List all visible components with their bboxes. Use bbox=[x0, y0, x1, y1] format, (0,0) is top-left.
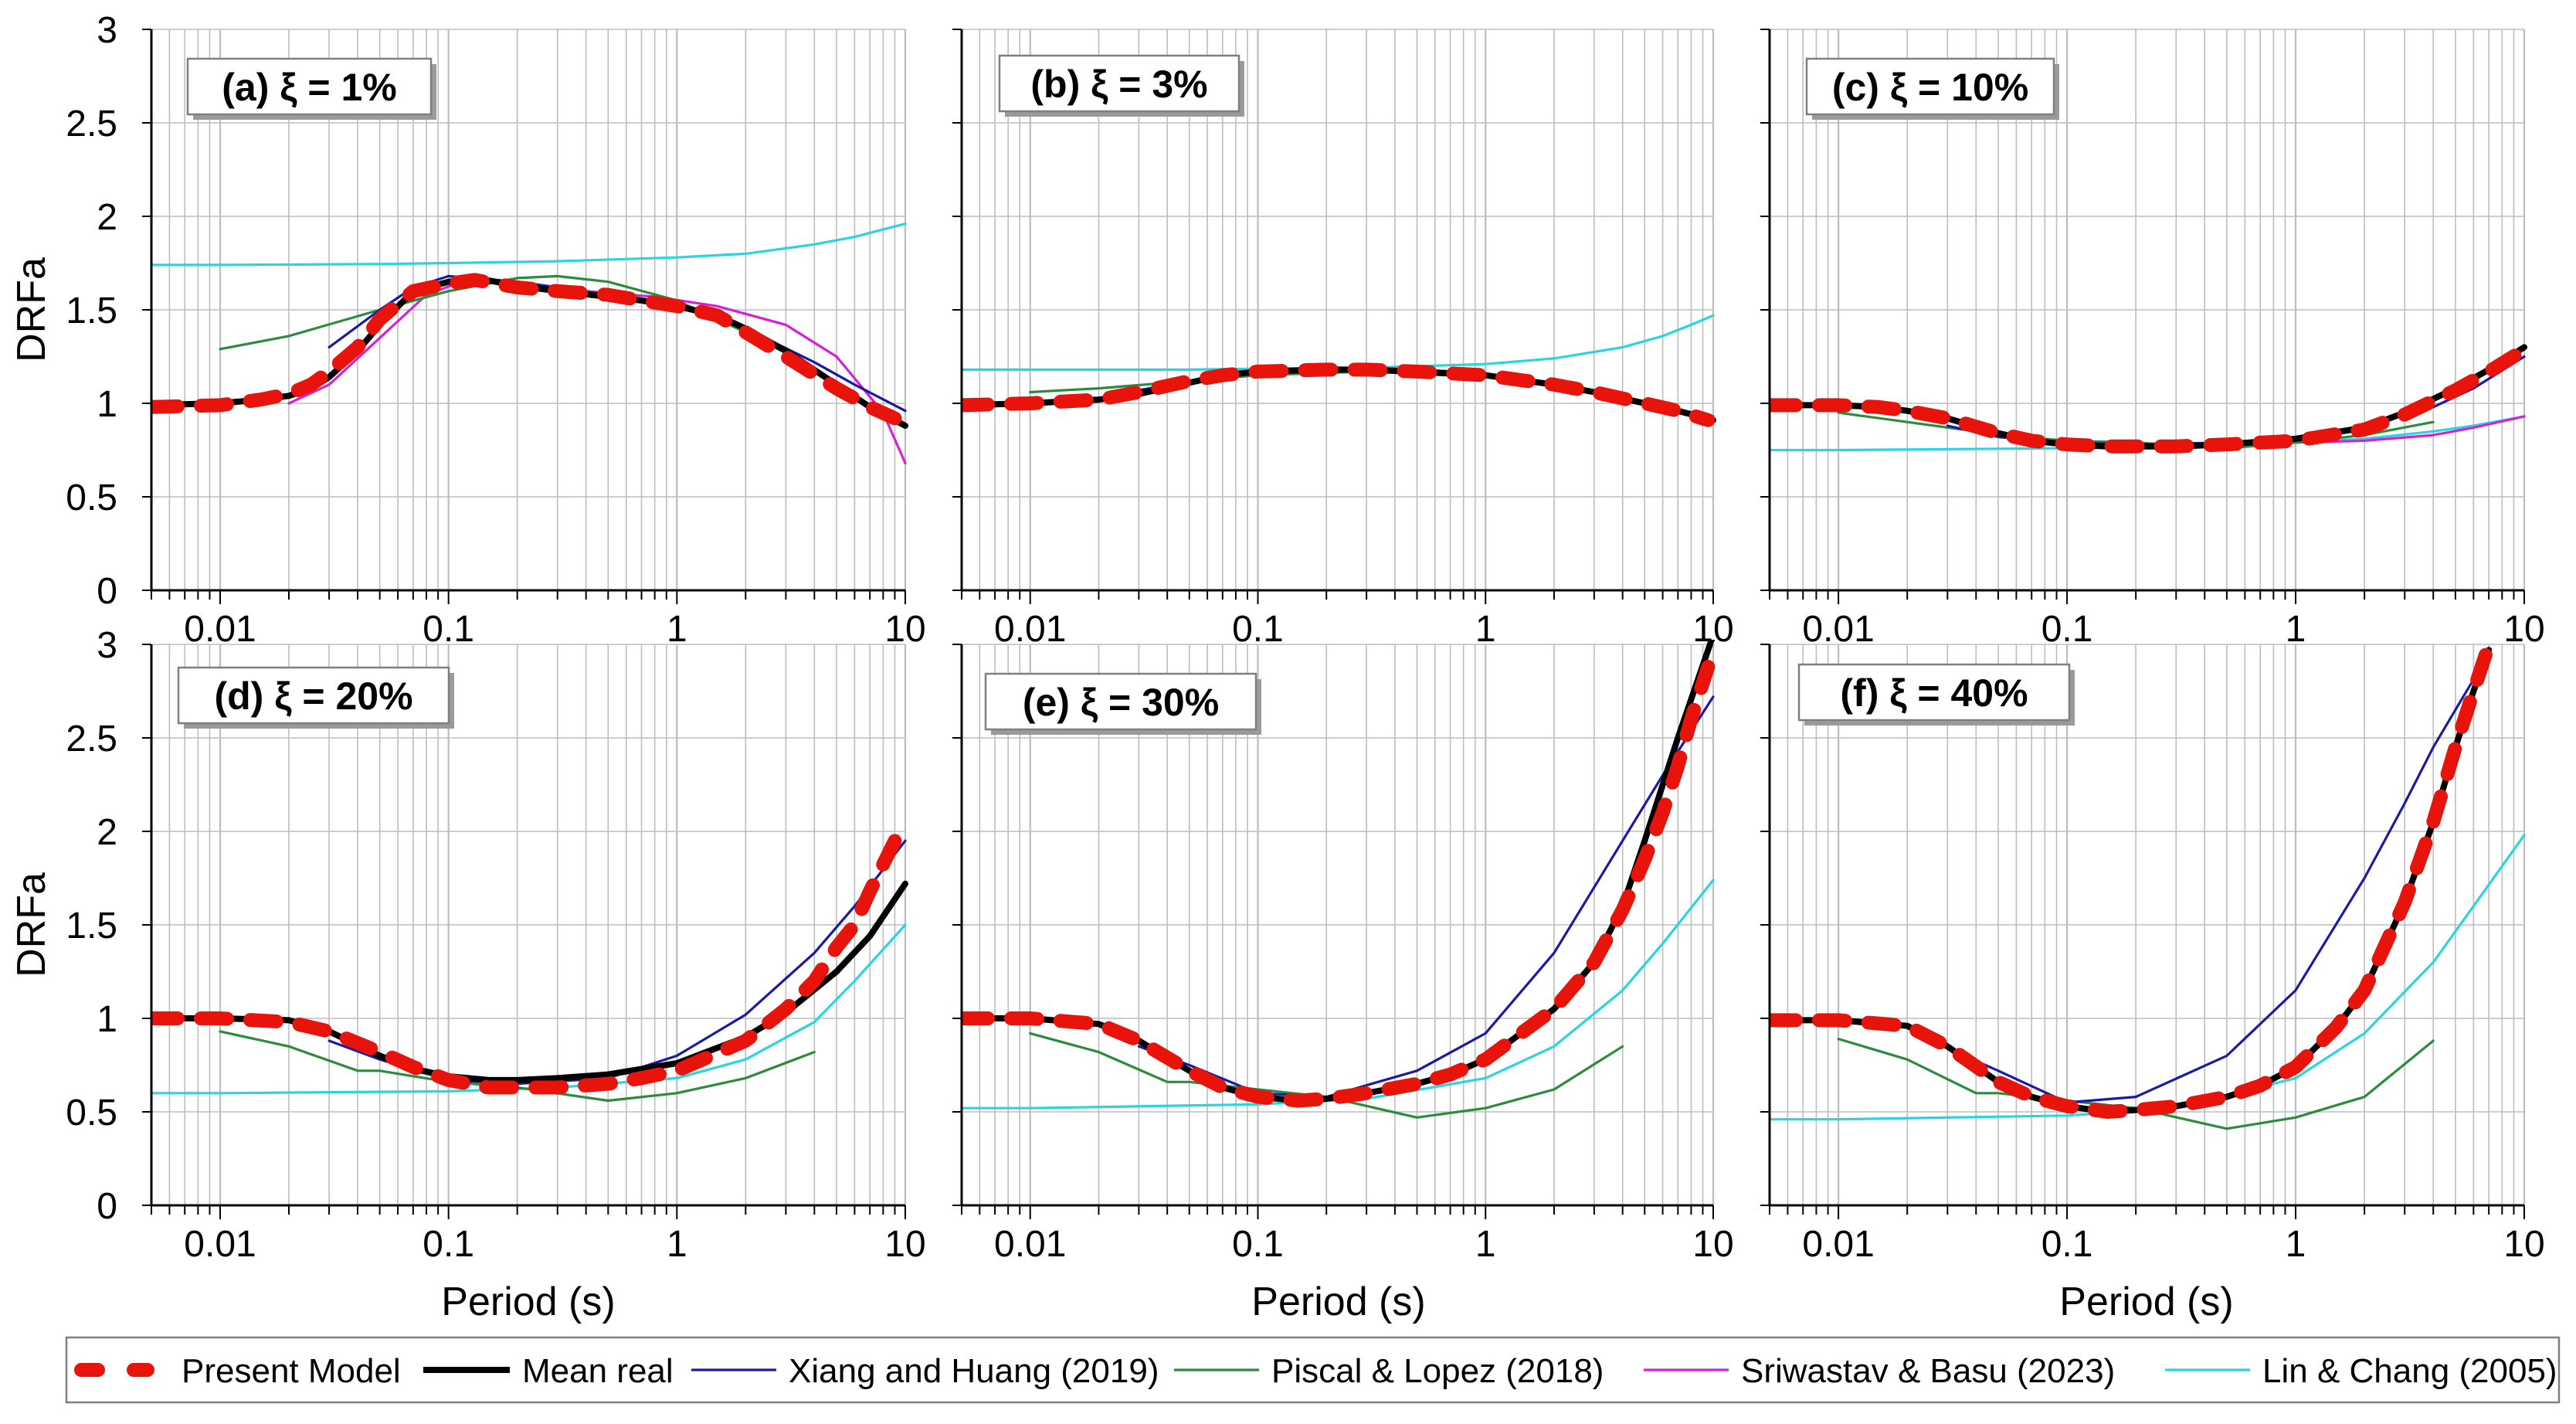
panel-label-box bbox=[1797, 663, 2071, 722]
panel-label: (b) ξ = 3% bbox=[1030, 63, 1207, 106]
legend-item-lin: Lin & Chang (2005) bbox=[2165, 1352, 2557, 1390]
series-group bbox=[151, 223, 908, 465]
y-tick-label: 2.5 bbox=[66, 719, 117, 760]
x-tick-label: 1 bbox=[1475, 609, 1496, 650]
series-line-lin bbox=[962, 314, 1715, 371]
series-line-lin bbox=[1770, 834, 2526, 1121]
series-line-present bbox=[1770, 345, 2527, 454]
panel-a: 0.01 0.1 1 10 0 0.5 1 1.5 2 2.5 3 (a) ξ = 1% bbox=[66, 10, 925, 650]
gridlines bbox=[1769, 644, 2526, 1205]
panel-label-box bbox=[177, 666, 450, 725]
x-tick-label: 1 bbox=[1475, 1224, 1496, 1265]
legend-label: Lin & Chang (2005) bbox=[2262, 1352, 2557, 1390]
panel-label: (e) ξ = 30% bbox=[1023, 681, 1219, 724]
y-tick-label: 2.5 bbox=[66, 104, 117, 144]
series-group bbox=[151, 834, 908, 1103]
panel-label: (a) ξ = 1% bbox=[222, 66, 397, 109]
x-tick-label: 0.01 bbox=[184, 609, 256, 650]
panel-e: 0.01 0.1 1 10 (e) ξ = 30% bbox=[952, 640, 1734, 1265]
y-axis-title: DRFa bbox=[9, 257, 54, 362]
x-tick-label: 10 bbox=[2503, 609, 2544, 650]
panel-label-box bbox=[998, 54, 1240, 113]
y-axis-title: DRFa bbox=[9, 872, 54, 977]
legend-label: Mean real bbox=[522, 1352, 674, 1390]
gridlines bbox=[151, 29, 907, 590]
series-line-xiang bbox=[1946, 652, 2490, 1104]
series-line-mean bbox=[151, 880, 908, 1083]
legend-label: Sriwastav & Basu (2023) bbox=[1741, 1352, 2115, 1390]
y-tick-label: 0.5 bbox=[66, 1093, 117, 1133]
x-tick-label: 0.1 bbox=[423, 609, 474, 650]
x-tick-label: 1 bbox=[2286, 609, 2306, 650]
panel-c: 0.01 0.1 1 10 (c) ξ = 10% bbox=[1760, 29, 2545, 650]
panel-d: 0.01 0.1 1 10 0 0.5 1 1.5 2 2.5 3 (d) ξ = 20% bbox=[66, 625, 925, 1265]
y-tick-label: 1.5 bbox=[66, 291, 117, 331]
x-tick-label: 0.01 bbox=[184, 1224, 256, 1265]
panel-b: 0.01 0.1 1 10(b) ξ = 3% bbox=[952, 29, 1734, 650]
series-line-present bbox=[151, 834, 902, 1095]
series-line-present bbox=[1770, 647, 2493, 1119]
x-axis-title: Period (s) bbox=[2059, 1280, 2233, 1324]
series-line-lin bbox=[962, 879, 1715, 1110]
x-tick-label: 0.1 bbox=[2041, 1224, 2093, 1265]
x-tick-label: 1 bbox=[667, 609, 687, 650]
x-axis-title: Period (s) bbox=[1251, 1280, 1425, 1324]
y-tick-label: 2 bbox=[97, 812, 117, 853]
legend-item-mean: Mean real bbox=[423, 1352, 674, 1390]
y-tick-label: 0 bbox=[97, 571, 117, 612]
y-tick-label: 0.5 bbox=[66, 477, 117, 518]
panel-label: (f) ξ = 40% bbox=[1840, 671, 2028, 715]
panel-label-box bbox=[186, 57, 433, 116]
panel-f: 0.01 0.1 1 10 (f) ξ = 40% bbox=[1760, 644, 2545, 1265]
series-group bbox=[962, 640, 1716, 1119]
panel-label-box bbox=[984, 672, 1257, 731]
x-tick-label: 10 bbox=[884, 1224, 925, 1265]
series-group bbox=[962, 314, 1716, 427]
y-tick-label: 0 bbox=[97, 1186, 117, 1227]
x-tick-label: 0.1 bbox=[423, 1224, 474, 1265]
x-axis-title: Period (s) bbox=[441, 1280, 615, 1324]
x-tick-label: 0.01 bbox=[994, 1224, 1066, 1265]
x-tick-label: 0.01 bbox=[1802, 609, 1874, 650]
series-line-mean bbox=[1770, 344, 2527, 450]
legend-label: Present Model bbox=[182, 1352, 401, 1390]
series-line-xiang bbox=[328, 839, 907, 1086]
series-line-present bbox=[962, 362, 1716, 427]
panel-label: (d) ξ = 20% bbox=[214, 675, 412, 718]
y-tick-label: 1.5 bbox=[66, 906, 117, 947]
x-tick-label: 0.01 bbox=[1802, 1224, 1874, 1265]
y-tick-label: 2 bbox=[97, 197, 117, 238]
x-tick-label: 10 bbox=[2503, 1224, 2544, 1265]
x-tick-label: 10 bbox=[884, 609, 925, 650]
legend-item-piscal: Piscal & Lopez (2018) bbox=[1174, 1352, 1604, 1390]
x-tick-label: 1 bbox=[667, 1224, 687, 1265]
x-tick-label: 1 bbox=[2286, 1224, 2306, 1265]
series-line-present bbox=[962, 660, 1716, 1108]
panel-label-box bbox=[1805, 57, 2055, 116]
gridlines bbox=[961, 29, 1715, 590]
legend-label: Piscal & Lopez (2018) bbox=[1271, 1352, 1604, 1390]
series-group bbox=[1770, 344, 2527, 454]
x-tick-label: 0.1 bbox=[1232, 609, 1284, 650]
series-group bbox=[1770, 647, 2526, 1130]
series-line-lin bbox=[151, 223, 907, 267]
y-tick-label: 1 bbox=[97, 999, 117, 1040]
panel-label: (c) ξ = 10% bbox=[1832, 66, 2028, 109]
legend-item-sriwastav: Sriwastav & Basu (2023) bbox=[1644, 1352, 2115, 1390]
x-tick-label: 0.1 bbox=[1232, 1224, 1284, 1265]
x-tick-label: 10 bbox=[1692, 1224, 1733, 1265]
y-tick-label: 3 bbox=[97, 10, 117, 51]
series-line-xiang bbox=[1137, 695, 1715, 1099]
y-tick-label: 3 bbox=[97, 625, 117, 666]
legend-label: Xiang and Huang (2019) bbox=[789, 1352, 1159, 1390]
y-tick-label: 1 bbox=[97, 384, 117, 425]
legend: Present Model Mean real Xiang and Huang (2… bbox=[65, 1336, 2561, 1404]
legend-item-present: Present Model bbox=[74, 1352, 401, 1390]
series-line-lin bbox=[151, 923, 907, 1095]
x-tick-label: 0.01 bbox=[994, 609, 1066, 650]
series-line-present bbox=[151, 273, 902, 426]
x-tick-label: 0.1 bbox=[2041, 609, 2093, 650]
legend-item-xiang: Xiang and Huang (2019) bbox=[691, 1352, 1159, 1390]
